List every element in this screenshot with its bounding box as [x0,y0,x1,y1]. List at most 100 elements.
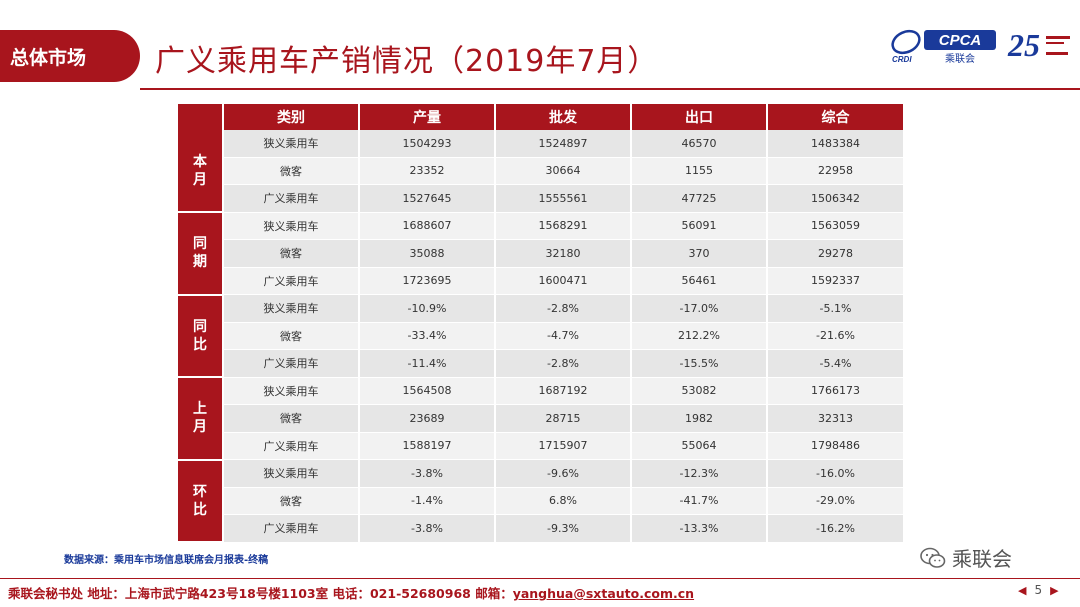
export-cell: 55064 [631,432,768,460]
column-header: 出口 [631,104,768,130]
production-cell: -3.8% [359,514,496,543]
total-cell: 1563059 [767,212,905,240]
production-cell: 1527645 [359,184,496,213]
production-cell: -10.9% [359,294,496,323]
wholesale-cell: 1524897 [495,130,632,158]
footer-divider [0,578,1080,579]
cpca-logo-text: CPCA [939,32,982,49]
total-cell: -29.0% [767,487,905,515]
export-cell: 1155 [631,157,768,185]
total-cell: 1483384 [767,130,905,158]
table-row: 广义乘用车 -11.4% -2.8% -15.5% -5.4% [178,349,905,378]
production-cell: 1588197 [359,432,496,460]
total-cell: 1506342 [767,184,905,213]
group-label: 同期 [178,212,224,296]
export-cell: -17.0% [631,294,768,323]
total-cell: -16.0% [767,459,905,488]
total-cell: 1592337 [767,267,905,295]
title-divider [140,88,1080,90]
wholesale-cell: 1715907 [495,432,632,460]
table-row: 微客 35088 32180 370 29278 [178,239,905,268]
group-label: 同比 [178,294,224,378]
export-cell: 212.2% [631,322,768,350]
column-header: 产量 [359,104,496,130]
total-cell: -21.6% [767,322,905,350]
wholesale-cell: -4.7% [495,322,632,350]
export-cell: -12.3% [631,459,768,488]
table-header-row: 类别 产量 批发 出口 综合 [178,104,905,130]
total-cell: -16.2% [767,514,905,543]
export-cell: 56091 [631,212,768,240]
crdi-logo-text: CRDI [892,55,912,64]
column-header: 类别 [223,104,360,130]
wholesale-cell: -9.3% [495,514,632,543]
total-cell: 32313 [767,404,905,433]
table-row: 微客 -33.4% -4.7% 212.2% -21.6% [178,322,905,350]
column-header: 批发 [495,104,632,130]
section-tag-label: 总体市场 [10,46,87,69]
export-cell: 47725 [631,184,768,213]
data-source-note: 数据来源：乘用车市场信息联席会月报表-终稿 [64,555,269,566]
footer-contact: 乘联会秘书处 地址：上海市武宁路423号18号楼1103室 电话：021-526… [8,583,694,602]
export-cell: 1982 [631,404,768,433]
export-cell: 46570 [631,130,768,158]
category-cell: 广义乘用车 [223,267,360,295]
table-row: 广义乘用车 1723695 1600471 56461 1592337 [178,267,905,295]
category-cell: 广义乘用车 [223,349,360,378]
table-row: 上月 狭义乘用车 1564508 1687192 53082 1766173 [178,377,905,461]
category-cell: 微客 [223,404,360,433]
anniversary-logo: 25 [1007,27,1070,63]
category-cell: 微客 [223,487,360,515]
group-label: 上月 [178,377,224,461]
category-cell: 微客 [223,157,360,185]
wechat-watermark: 乘联会 [920,543,1012,572]
wholesale-cell: -9.6% [495,459,632,488]
wholesale-cell: 6.8% [495,487,632,515]
category-cell: 狭义乘用车 [223,294,360,323]
export-cell: 53082 [631,377,768,405]
next-arrow-icon[interactable]: ▶ [1050,583,1059,597]
column-header: 综合 [767,104,905,130]
table-row: 广义乘用车 1527645 1555561 47725 1506342 [178,184,905,213]
table-row: 广义乘用车 1588197 1715907 55064 1798486 [178,432,905,460]
footer-email-link[interactable]: yanghua@sxtauto.com.cn [512,586,695,601]
production-cell: -3.8% [359,459,496,488]
wholesale-cell: 1555561 [495,184,632,213]
wholesale-cell: 1568291 [495,212,632,240]
table-row: 微客 23352 30664 1155 22958 [178,157,905,185]
production-cell: -11.4% [359,349,496,378]
slide-pager: ◀ 5 ▶ [1018,583,1059,597]
table-row: 同期 狭义乘用车 1688607 1568291 56091 1563059 [178,212,905,296]
category-cell: 微客 [223,239,360,268]
category-cell: 狭义乘用车 [223,212,360,240]
table-row: 同比 狭义乘用车 -10.9% -2.8% -17.0% -5.1% [178,294,905,378]
anniversary-number: 25 [1007,27,1040,63]
production-cell: 23352 [359,157,496,185]
export-cell: -41.7% [631,487,768,515]
sales-table: 类别 产量 批发 出口 综合 本月 狭义乘用车 1504293 1524897 … [178,104,905,543]
production-cell: 23689 [359,404,496,433]
table-row: 本月 狭义乘用车 1504293 1524897 46570 1483384 [178,130,905,213]
total-cell: -5.4% [767,349,905,378]
wechat-label: 乘联会 [952,547,1012,571]
wechat-icon [920,547,946,568]
total-cell: -5.1% [767,294,905,323]
table-row: 环比 狭义乘用车 -3.8% -9.6% -12.3% -16.0% [178,459,905,543]
production-cell: -33.4% [359,322,496,350]
production-cell: 1723695 [359,267,496,295]
production-cell: 1688607 [359,212,496,240]
page-title: 广义乘用车产销情况（2019年7月） [155,44,659,79]
wholesale-cell: -2.8% [495,294,632,323]
prev-arrow-icon[interactable]: ◀ [1018,583,1027,597]
total-cell: 1798486 [767,432,905,460]
total-cell: 29278 [767,239,905,268]
production-cell: 1564508 [359,377,496,405]
cpca-logo: CPCA CRDI 乘联会 [891,29,996,65]
category-cell: 广义乘用车 [223,184,360,213]
table-row: 微客 -1.4% 6.8% -41.7% -29.0% [178,487,905,515]
production-cell: 35088 [359,239,496,268]
section-tag: 总体市场 [0,30,140,82]
category-cell: 狭义乘用车 [223,130,360,158]
wholesale-cell: 32180 [495,239,632,268]
group-label: 环比 [178,459,224,543]
